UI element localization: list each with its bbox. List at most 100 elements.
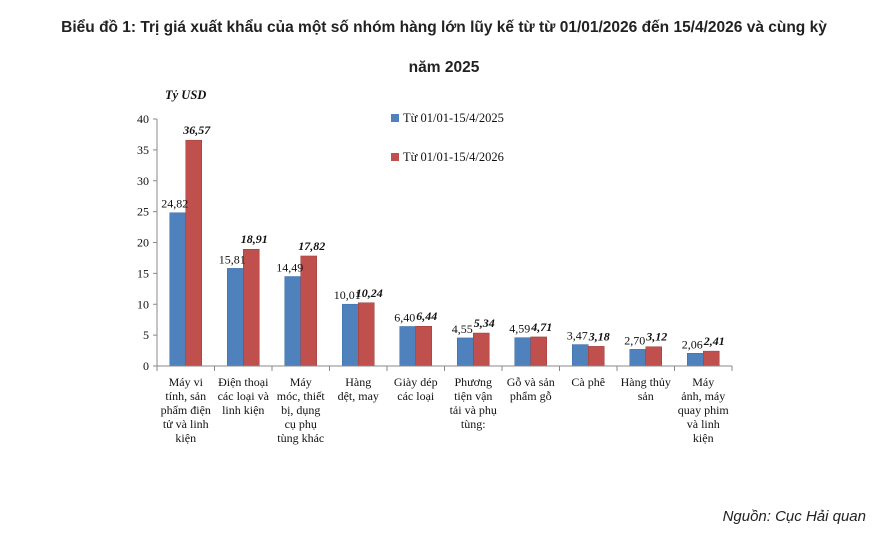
y-axis: 0 5 10 15 20 25 30 35 40 Tỷ USD xyxy=(137,88,206,373)
legend: Từ 01/01-15/4/2025 Từ 01/01-15/4/2026 xyxy=(391,111,504,164)
x-category-label-line: dệt, may xyxy=(338,389,379,403)
value-label-2026: 36,57 xyxy=(182,123,211,137)
value-labels: 24,82 36,57 15,81 18,91 14,49 17,82 10,0110,24… xyxy=(161,123,725,351)
value-label-2026: 4,71 xyxy=(530,320,552,334)
x-category-label-line: phẩm gỗ xyxy=(510,389,552,403)
bars xyxy=(169,139,720,367)
y-tick-label: 5 xyxy=(143,328,149,342)
x-category-label-line: móc, thiết xyxy=(277,389,326,403)
y-tick-label: 30 xyxy=(137,174,149,188)
value-label-2025: 2,06 xyxy=(682,337,703,351)
legend-swatch xyxy=(391,153,399,161)
bar-2026 xyxy=(243,248,260,367)
x-category-label-line: Máy xyxy=(692,375,714,389)
y-tick-label: 35 xyxy=(137,143,149,157)
y-tick-label: 15 xyxy=(137,266,149,280)
x-axis: Máy vi tính, sản phẩm điện tử và linh kiệnĐi… xyxy=(156,365,733,445)
value-label-2025: 6,40 xyxy=(394,310,415,324)
bar-2026 xyxy=(358,302,375,367)
x-category-label-line: tùng: xyxy=(461,417,486,431)
value-label-2025: 10,01 xyxy=(334,288,361,302)
x-category-label: Phương tiện vận tải và phụ tùng: xyxy=(450,375,497,431)
y-tick-label: 25 xyxy=(137,205,149,219)
x-category-label-line: Cà phê xyxy=(571,375,605,389)
x-category-label-line: tử và linh xyxy=(163,417,209,431)
x-category-label-line: linh kiện xyxy=(222,403,264,417)
value-label-2025: 4,59 xyxy=(509,322,530,336)
legend-label: Từ 01/01-15/4/2025 xyxy=(403,111,504,125)
x-category-label-line: Hàng xyxy=(345,375,371,389)
x-category-label-line: kiện xyxy=(693,431,714,445)
bar-2026 xyxy=(645,346,662,367)
bar-2025 xyxy=(687,353,704,367)
bar-2025 xyxy=(457,337,474,367)
bar-2025 xyxy=(514,337,531,367)
x-category-label-line: ảnh, máy xyxy=(681,389,725,403)
chart-title-line2: năm 2025 xyxy=(408,59,480,76)
x-category-label: Cà phê xyxy=(571,375,605,389)
value-label-2026: 10,24 xyxy=(356,286,383,300)
x-category-label-line: tải và phụ xyxy=(450,403,497,417)
value-label-2025: 24,82 xyxy=(161,197,188,211)
source-note: Nguồn: Cục Hải quan xyxy=(722,508,866,525)
x-category-label-line: Máy vi xyxy=(169,375,204,389)
x-category-label-line: Điện thoại xyxy=(218,375,269,389)
y-tick-label: 20 xyxy=(137,236,149,250)
y-tick-label: 10 xyxy=(137,297,149,311)
x-category-label-line: Phương xyxy=(454,375,492,389)
x-category-label: Gỗ và sản phẩm gỗ xyxy=(507,375,555,403)
x-category-label-line: tính, sản xyxy=(165,389,206,403)
value-label-2025: 14,49 xyxy=(276,261,303,275)
value-label-2026: 6,44 xyxy=(416,309,437,323)
x-category-label-line: Giày dép xyxy=(394,375,438,389)
value-label-2026: 17,82 xyxy=(298,239,325,253)
x-category-label-line: các loại và xyxy=(218,389,270,403)
bar-2026 xyxy=(703,350,720,367)
bar-2026 xyxy=(415,325,432,367)
bar-2025 xyxy=(399,326,416,367)
x-category-label-line: bị, dụng xyxy=(281,403,320,417)
x-category-label-line: Gỗ và sản xyxy=(507,375,555,389)
x-category-label: Máy móc, thiết bị, dụng cụ phụ tùng khác xyxy=(277,375,326,445)
value-label-2026: 3,18 xyxy=(588,329,610,343)
x-category-label-line: sản xyxy=(638,389,654,403)
value-label-2026: 18,91 xyxy=(241,232,268,246)
x-category-label: Hàng dệt, may xyxy=(338,375,379,403)
y-tick-label: 0 xyxy=(143,359,149,373)
value-label-2025: 3,47 xyxy=(567,329,588,343)
bar-2026 xyxy=(185,139,202,367)
x-category-label: Hàng thủy sản xyxy=(621,375,671,403)
chart-title-line1: Biểu đồ 1: Trị giá xuất khẩu của một số … xyxy=(61,19,827,36)
bar-2025 xyxy=(342,303,359,367)
value-label-2026: 5,34 xyxy=(474,316,495,330)
chart-title: Biểu đồ 1: Trị giá xuất khẩu của một số … xyxy=(0,8,888,88)
x-category-label: Điện thoại các loại và linh kiện xyxy=(218,375,270,417)
x-category-label: Máy ảnh, máy quay phim và linh kiện xyxy=(678,375,730,445)
x-category-label-line: cụ phụ xyxy=(285,417,317,431)
bar-2025 xyxy=(284,276,301,367)
x-category-label: Máy vi tính, sản phẩm điện tử và linh kiện xyxy=(161,375,211,445)
value-label-2025: 4,55 xyxy=(452,322,473,336)
x-category-label: Giày dép các loại xyxy=(394,375,438,403)
x-category-label-line: kiện xyxy=(175,431,196,445)
x-category-label-line: tiện vận xyxy=(454,389,492,403)
x-category-label-line: tùng khác xyxy=(277,431,324,445)
x-category-label-line: phẩm điện xyxy=(161,403,211,417)
x-category-label-line: Máy xyxy=(290,375,312,389)
bar-2025 xyxy=(227,268,244,367)
legend-label: Từ 01/01-15/4/2026 xyxy=(403,150,504,164)
bar-2025 xyxy=(572,344,589,367)
value-label-2025: 2,70 xyxy=(624,333,645,347)
x-category-label-line: và linh xyxy=(687,417,720,431)
x-category-label-line: quay phim xyxy=(678,403,730,417)
x-category-label-line: Hàng thủy xyxy=(621,375,671,389)
value-label-2026: 2,41 xyxy=(703,334,725,348)
bar-2025 xyxy=(169,212,186,367)
bar-2025 xyxy=(629,349,646,367)
y-axis-title: Tỷ USD xyxy=(165,88,206,102)
bar-2026 xyxy=(530,336,547,367)
bar-2026 xyxy=(473,332,490,367)
value-label-2025: 15,81 xyxy=(219,252,246,266)
value-label-2026: 3,12 xyxy=(645,330,667,344)
